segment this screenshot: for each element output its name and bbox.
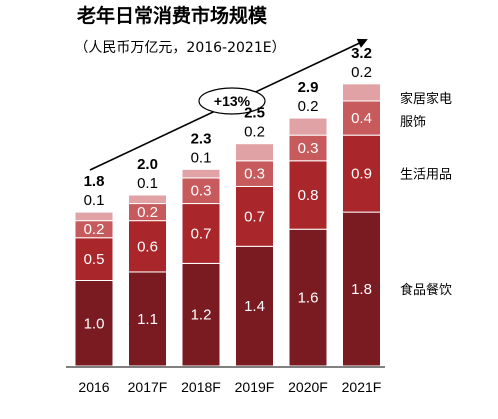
data-label: 1.1	[137, 311, 158, 328]
bar-segment	[74, 211, 114, 222]
data-label: 0.4	[351, 110, 372, 127]
x-tick-label: 2021F	[342, 379, 382, 395]
data-label: 1.8	[351, 281, 372, 298]
data-label: 0.5	[84, 251, 105, 268]
bar-segment	[235, 160, 274, 187]
data-label: 0.8	[298, 187, 319, 204]
bar-stack: 1.2 0.7 0.3 0.1 2.3	[181, 130, 221, 367]
bar-stack: 1.4 0.7 0.3 0.2 2.5	[235, 105, 274, 367]
total-label: 2.5	[244, 105, 265, 122]
x-tick-label: 2018F	[181, 379, 221, 395]
data-label: 0.2	[244, 124, 265, 141]
data-label: 0.3	[298, 140, 319, 157]
bar-segment	[288, 117, 328, 136]
bar-segment	[342, 134, 381, 213]
growth-arrow-group: +13%	[89, 38, 368, 171]
data-label: 0.7	[191, 225, 212, 242]
data-label: 0.9	[351, 166, 372, 183]
bar-segment	[128, 220, 167, 273]
data-label: 0.1	[84, 192, 105, 209]
bar-segment	[128, 271, 167, 367]
data-label: 0.2	[84, 221, 105, 238]
total-label: 3.2	[351, 45, 372, 62]
bar-segment	[235, 245, 274, 367]
x-axis-ticks: 2016 2017F 2018F 2019F 2020F 2021F	[78, 379, 381, 395]
data-label: 0.6	[137, 238, 158, 255]
bar-segment	[288, 160, 328, 230]
legend: 食品餐饮 生活用品 服饰 家居家电	[400, 91, 452, 298]
x-tick-label: 2016	[78, 379, 109, 395]
legend-entry: 食品餐饮	[400, 282, 452, 298]
x-tick-label: 2020F	[288, 379, 328, 395]
data-label: 1.6	[298, 290, 319, 307]
data-label: 0.3	[191, 183, 212, 200]
bar-segment	[235, 185, 274, 247]
bar-segment	[74, 237, 114, 281]
bar-stack: 1.8 0.9 0.4 0.2 3.2	[342, 45, 381, 367]
legend-entry: 服饰	[400, 115, 426, 130]
growth-badge	[198, 87, 266, 115]
bar-segment	[342, 100, 381, 136]
bar-segment	[181, 203, 221, 264]
legend-entry: 生活用品	[400, 168, 452, 183]
data-label: 0.2	[298, 98, 319, 115]
bar-segment	[181, 262, 221, 367]
total-label: 2.3	[191, 130, 212, 147]
data-label: 0.1	[137, 175, 158, 192]
data-label: 0.3	[244, 166, 265, 183]
bars-group: 1.0 0.5 0.2 0.1 1.8 1.1 0.6 0.2 0.1 2.0 1.2 0.7 0.3 0…	[74, 45, 381, 367]
bar-segment	[74, 280, 114, 367]
bar-segment	[342, 83, 381, 102]
bar-segment	[235, 143, 274, 162]
data-label: 1.2	[191, 307, 212, 324]
chart-subtitle: （人民币万亿元，2016-2021E）	[74, 40, 285, 56]
x-tick-label: 2017F	[128, 379, 168, 395]
data-label: 1.4	[244, 298, 265, 315]
bar-segment	[181, 168, 221, 179]
bar-stack: 1.0 0.5 0.2 0.1 1.8	[74, 173, 114, 367]
bar-segment	[342, 211, 381, 367]
data-label: 0.2	[351, 64, 372, 81]
chart-title: 老年日常消费市场规模	[77, 4, 268, 27]
bar-segment	[288, 228, 328, 367]
growth-label: +13%	[214, 93, 251, 109]
data-label: 0.7	[244, 208, 265, 225]
legend-entry: 家居家电	[400, 91, 452, 107]
total-label: 2.0	[137, 156, 158, 173]
x-tick-label: 2019F	[235, 379, 275, 395]
total-label: 2.9	[298, 79, 319, 96]
data-label: 0.2	[137, 204, 158, 221]
bar-segment	[128, 194, 167, 205]
total-label: 1.8	[84, 173, 105, 190]
bar-stack: 1.6 0.8 0.3 0.2 2.9	[288, 79, 328, 367]
data-label: 0.1	[191, 149, 212, 166]
data-label: 1.0	[84, 315, 105, 332]
bar-stack: 1.1 0.6 0.2 0.1 2.0	[128, 156, 167, 367]
